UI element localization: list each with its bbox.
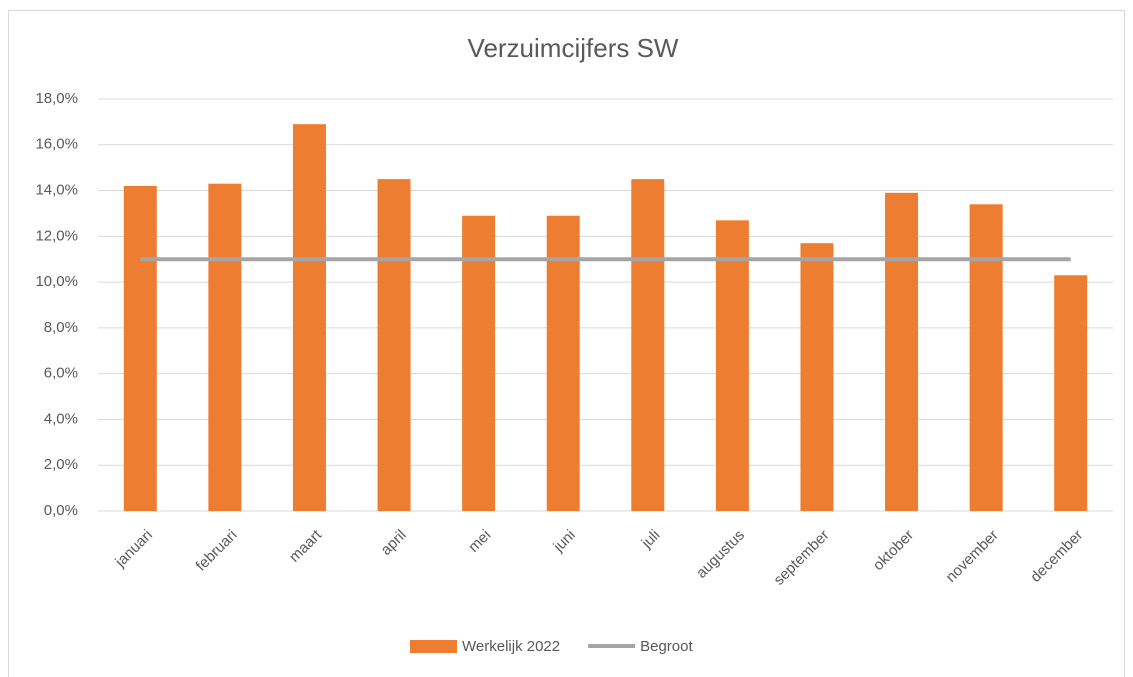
legend-label: Begroot	[640, 638, 693, 655]
bar	[377, 179, 411, 511]
y-tick-label: 10,0%	[35, 273, 78, 290]
legend-swatch	[410, 640, 457, 653]
legend-label: Werkelijk 2022	[462, 638, 560, 655]
bar	[631, 179, 665, 511]
y-tick-label: 18,0%	[35, 90, 78, 107]
bar	[800, 243, 834, 511]
bar	[292, 124, 326, 511]
y-tick-label: 8,0%	[44, 319, 78, 336]
y-tick-label: 14,0%	[35, 182, 78, 199]
y-tick-label: 16,0%	[35, 136, 78, 153]
y-tick-label: 12,0%	[35, 227, 78, 244]
bar	[462, 215, 496, 511]
bar	[969, 204, 1003, 512]
bar	[208, 183, 242, 511]
bar	[123, 185, 157, 511]
bar	[885, 192, 919, 511]
bar	[715, 220, 749, 512]
bar	[1054, 275, 1088, 511]
bar	[546, 215, 580, 511]
chart-title: Verzuimcijfers SW	[468, 33, 679, 63]
y-tick-label: 0,0%	[44, 502, 78, 519]
y-tick-label: 6,0%	[44, 365, 78, 382]
y-tick-label: 2,0%	[44, 456, 78, 473]
y-tick-label: 4,0%	[44, 410, 78, 427]
